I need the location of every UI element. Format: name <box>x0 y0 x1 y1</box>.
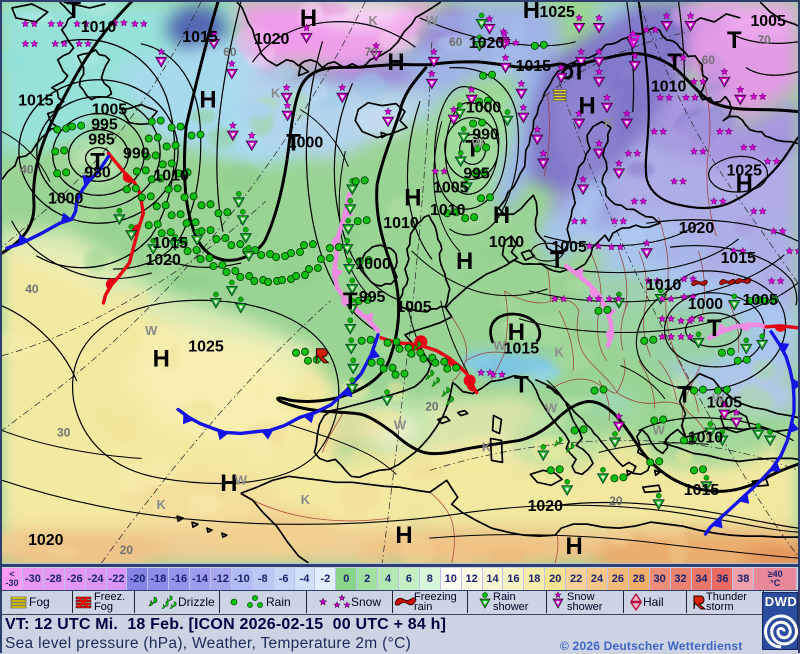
svg-text:1025: 1025 <box>188 339 224 356</box>
svg-text:H: H <box>736 170 753 197</box>
svg-text:T: T <box>677 382 692 409</box>
svg-text:1005: 1005 <box>433 179 469 196</box>
svg-text:1010: 1010 <box>81 19 117 36</box>
svg-text:1025: 1025 <box>540 4 576 21</box>
svg-text:T: T <box>707 315 722 342</box>
svg-text:H: H <box>523 2 540 24</box>
svg-text:990: 990 <box>472 127 499 144</box>
svg-text:30: 30 <box>57 425 71 439</box>
svg-text:995: 995 <box>91 117 118 134</box>
svg-text:1010: 1010 <box>651 79 687 96</box>
svg-text:H: H <box>493 202 510 229</box>
svg-text:70: 70 <box>365 45 379 59</box>
svg-text:1015: 1015 <box>684 482 720 499</box>
svg-text:1015: 1015 <box>182 29 218 46</box>
svg-text:K: K <box>555 345 565 360</box>
svg-text:1010: 1010 <box>153 167 189 184</box>
svg-text:W: W <box>653 422 666 437</box>
svg-text:T: T <box>465 135 480 162</box>
svg-text:H: H <box>566 533 583 560</box>
svg-text:K: K <box>271 86 281 101</box>
svg-text:60: 60 <box>223 45 237 59</box>
svg-text:K: K <box>301 492 311 507</box>
svg-text:1025: 1025 <box>727 162 763 179</box>
svg-text:1000: 1000 <box>48 190 84 207</box>
svg-text:1020: 1020 <box>679 220 715 237</box>
svg-text:H: H <box>508 319 525 346</box>
svg-text:T: T <box>90 148 105 175</box>
svg-text:T: T <box>66 2 81 24</box>
svg-text:1010: 1010 <box>430 202 466 219</box>
svg-text:990: 990 <box>123 145 150 162</box>
svg-text:60: 60 <box>449 35 463 49</box>
svg-text:W: W <box>145 323 158 338</box>
svg-text:1015: 1015 <box>18 93 54 110</box>
svg-text:W: W <box>472 135 485 150</box>
svg-text:20: 20 <box>609 494 623 508</box>
svg-text:T: T <box>343 288 358 315</box>
svg-text:1005: 1005 <box>750 13 786 30</box>
svg-text:1010: 1010 <box>489 234 525 251</box>
svg-text:70: 70 <box>758 33 772 47</box>
svg-text:20: 20 <box>425 400 439 414</box>
svg-text:H: H <box>456 248 473 275</box>
svg-text:W: W <box>493 338 506 353</box>
svg-text:1015: 1015 <box>504 341 540 358</box>
svg-text:1005: 1005 <box>92 102 128 119</box>
svg-text:1005: 1005 <box>396 299 432 316</box>
svg-text:H: H <box>387 49 404 76</box>
svg-text:1020: 1020 <box>145 252 181 269</box>
svg-text:1020: 1020 <box>469 35 505 52</box>
svg-text:W: W <box>712 391 725 406</box>
svg-text:40: 40 <box>20 162 34 176</box>
svg-text:1010: 1010 <box>383 215 419 232</box>
svg-text:H: H <box>404 184 421 211</box>
svg-text:1020: 1020 <box>254 31 290 48</box>
svg-text:1020: 1020 <box>28 532 64 549</box>
svg-text:60: 60 <box>702 53 716 67</box>
svg-text:20: 20 <box>120 543 134 557</box>
svg-text:1010: 1010 <box>646 277 682 294</box>
svg-text:T: T <box>286 129 301 156</box>
svg-text:W: W <box>235 472 248 487</box>
svg-text:W: W <box>394 417 407 432</box>
svg-text:T: T <box>572 59 587 86</box>
svg-text:H: H <box>300 5 317 32</box>
svg-text:1015: 1015 <box>721 250 757 267</box>
svg-text:K: K <box>604 116 614 131</box>
svg-text:1000: 1000 <box>466 100 502 117</box>
svg-text:W: W <box>545 401 558 416</box>
svg-text:1000: 1000 <box>355 256 391 273</box>
svg-text:T: T <box>514 372 529 399</box>
svg-text:1005: 1005 <box>707 395 743 412</box>
svg-text:1020: 1020 <box>528 498 564 515</box>
svg-text:1000: 1000 <box>688 296 724 313</box>
svg-text:1005: 1005 <box>742 292 778 309</box>
svg-text:1015: 1015 <box>516 58 552 75</box>
svg-text:T: T <box>550 247 565 274</box>
svg-text:1000: 1000 <box>288 134 324 151</box>
svg-text:H: H <box>199 87 216 114</box>
svg-text:H: H <box>220 470 237 497</box>
svg-text:1015: 1015 <box>152 235 188 252</box>
svg-text:K: K <box>157 497 167 512</box>
svg-text:1005: 1005 <box>551 239 587 256</box>
svg-text:T: T <box>667 49 682 76</box>
svg-text:H: H <box>578 93 595 120</box>
svg-text:K: K <box>482 439 492 454</box>
svg-text:995: 995 <box>463 165 490 182</box>
svg-text:1010: 1010 <box>688 429 724 446</box>
svg-text:T: T <box>727 27 742 54</box>
svg-text:K: K <box>368 13 378 28</box>
svg-text:985: 985 <box>88 131 115 148</box>
svg-text:980: 980 <box>84 164 111 181</box>
svg-text:W: W <box>426 13 439 28</box>
svg-text:H: H <box>395 522 412 549</box>
svg-text:H: H <box>153 346 170 373</box>
svg-text:40: 40 <box>25 282 39 296</box>
svg-text:995: 995 <box>359 289 386 306</box>
